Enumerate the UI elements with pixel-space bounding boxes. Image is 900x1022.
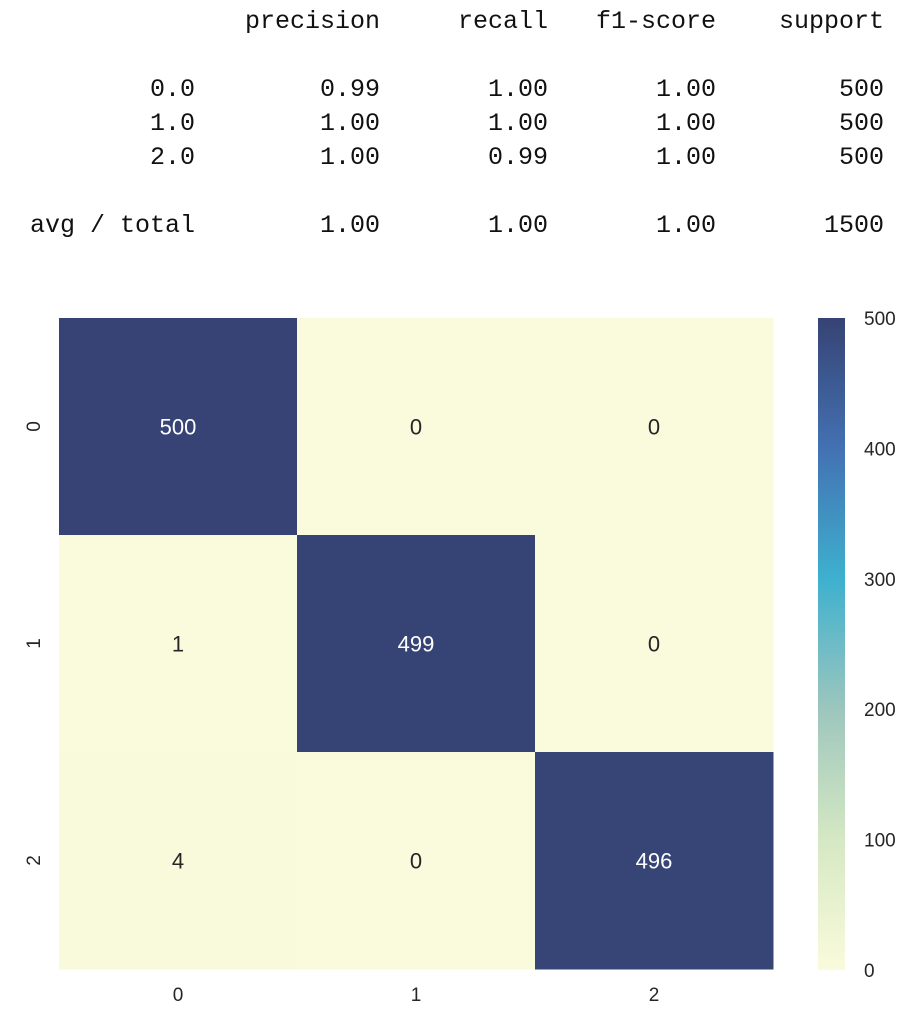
heatmap-cell [535,752,774,970]
row-support: 500 [838,75,884,104]
header-f1-score: f1-score [595,7,716,36]
heatmap-cell [59,535,298,753]
heatmap-cell [297,318,536,536]
cell-value-label: 0 [648,415,660,440]
classification-report: precision recall f1-score support 0.0 0.… [0,0,900,260]
cell-value-label: 0 [410,849,422,874]
header-recall: recall [457,7,548,36]
x-axis-ticks: 0 1 2 [173,985,660,1006]
y-tick-label: 2 [24,855,45,866]
header-precision: precision [244,7,380,36]
x-tick-label: 1 [411,985,422,1006]
heatmap-annotations: 500 0 0 1 499 0 4 0 496 [160,415,673,874]
row-recall: 1.00 [487,109,548,138]
colorbar-ticks: 0 100 200 300 400 500 [864,309,896,982]
row-f1: 1.00 [655,109,716,138]
total-label: avg / total [29,211,195,240]
row-label: 0.0 [149,75,195,104]
colorbar-tick-label: 100 [864,831,896,852]
total-recall: 1.00 [487,211,548,240]
row-label: 2.0 [149,143,195,172]
heatmap-cells [59,318,774,970]
colorbar-tick-label: 200 [864,700,896,721]
total-f1: 1.00 [655,211,716,240]
colorbar-tick-label: 500 [864,309,896,330]
colorbar-tick-label: 400 [864,439,896,460]
row-label: 1.0 [149,109,195,138]
cell-value-label: 499 [398,632,435,657]
x-tick-label: 2 [649,985,660,1006]
colorbar-tick-label: 300 [864,570,896,591]
row-f1: 1.00 [655,143,716,172]
cell-value-label: 500 [160,415,197,440]
heatmap-cell [297,752,536,970]
colorbar-tick-label: 0 [864,961,875,982]
cell-value-label: 0 [648,632,660,657]
header-support: support [778,7,884,36]
row-recall: 0.99 [487,143,548,172]
cell-value-label: 496 [636,849,673,874]
heatmap-cell [535,535,774,753]
cell-value-label: 4 [172,849,184,874]
row-precision: 1.00 [319,143,380,172]
heatmap-cell [535,318,774,536]
row-recall: 1.00 [487,75,548,104]
row-support: 500 [838,109,884,138]
colorbar [818,318,845,970]
total-precision: 1.00 [319,211,380,240]
row-support: 500 [838,143,884,172]
y-axis-ticks: 0 1 2 [24,421,45,866]
row-precision: 0.99 [319,75,380,104]
total-support: 1500 [823,211,884,240]
heatmap-cell [59,752,298,970]
row-precision: 1.00 [319,109,380,138]
y-tick-label: 1 [24,638,45,649]
x-tick-label: 0 [173,985,184,1006]
heatmap-cell [297,535,536,753]
y-tick-label: 0 [24,421,45,432]
cell-value-label: 0 [410,415,422,440]
heatmap-cell [59,318,298,536]
cell-value-label: 1 [172,632,184,657]
row-f1: 1.00 [655,75,716,104]
